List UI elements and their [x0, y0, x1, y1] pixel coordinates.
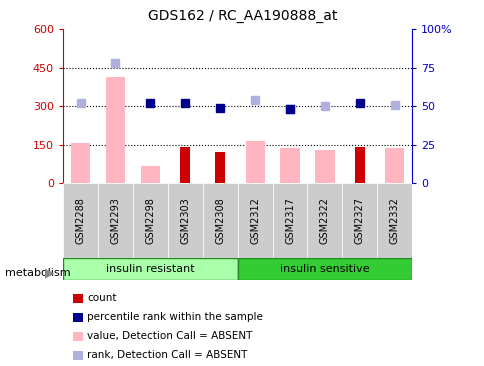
- Text: GSM2288: GSM2288: [76, 197, 85, 244]
- Bar: [354, 147, 364, 183]
- Text: GSM2308: GSM2308: [215, 197, 225, 244]
- Bar: [342, 183, 377, 258]
- Text: GSM2303: GSM2303: [180, 197, 190, 244]
- Text: rank, Detection Call = ABSENT: rank, Detection Call = ABSENT: [87, 350, 247, 361]
- Bar: [106, 77, 125, 183]
- Text: insulin resistant: insulin resistant: [106, 264, 194, 274]
- Text: count: count: [87, 293, 117, 303]
- Bar: [140, 166, 160, 183]
- Text: GDS162 / RC_AA190888_at: GDS162 / RC_AA190888_at: [148, 9, 336, 23]
- Bar: [307, 183, 342, 258]
- Bar: [98, 183, 133, 258]
- Text: metabolism: metabolism: [5, 268, 70, 278]
- Bar: [272, 183, 307, 258]
- Text: value, Detection Call = ABSENT: value, Detection Call = ABSENT: [87, 331, 252, 341]
- Text: GSM2312: GSM2312: [250, 197, 259, 244]
- Bar: [133, 183, 167, 258]
- Bar: [215, 152, 225, 183]
- Bar: [377, 183, 411, 258]
- Text: ▶: ▶: [45, 266, 54, 279]
- Bar: [167, 183, 202, 258]
- Bar: [63, 183, 98, 258]
- Bar: [180, 147, 190, 183]
- Text: GSM2332: GSM2332: [389, 197, 399, 244]
- Text: GSM2322: GSM2322: [319, 197, 329, 244]
- Bar: [384, 149, 404, 183]
- Bar: [245, 141, 264, 183]
- Text: insulin sensitive: insulin sensitive: [280, 264, 369, 274]
- Text: GSM2317: GSM2317: [285, 197, 294, 244]
- Text: GSM2293: GSM2293: [110, 197, 120, 244]
- Bar: [237, 183, 272, 258]
- Text: percentile rank within the sample: percentile rank within the sample: [87, 312, 263, 322]
- Text: GSM2298: GSM2298: [145, 197, 155, 244]
- Bar: [280, 149, 299, 183]
- Bar: [237, 258, 411, 280]
- Bar: [63, 258, 237, 280]
- Bar: [202, 183, 237, 258]
- Bar: [71, 143, 90, 183]
- Text: GSM2327: GSM2327: [354, 197, 364, 244]
- Bar: [315, 150, 334, 183]
